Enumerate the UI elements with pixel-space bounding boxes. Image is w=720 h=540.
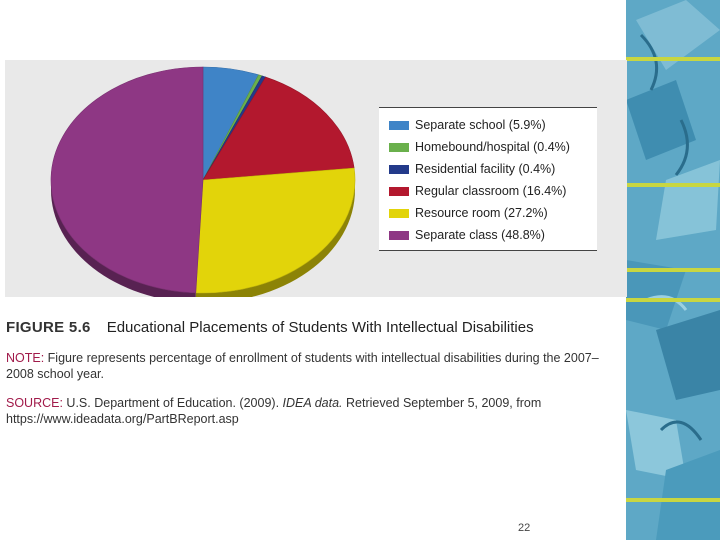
legend-swatch [389, 164, 409, 174]
pie-chart [50, 66, 356, 297]
legend-swatch [389, 142, 409, 152]
source-text-continued: Retrieved September 5, 2009, from https:… [6, 396, 542, 426]
legend-item: Resource room (27.2%) [389, 204, 548, 222]
legend-item: Residential facility (0.4%) [389, 160, 555, 178]
legend-label: Regular classroom (16.4%) [415, 184, 567, 198]
pie-slice [195, 167, 356, 294]
legend-item: Regular classroom (16.4%) [389, 182, 566, 200]
pie-slice [50, 66, 204, 294]
legend-label: Resource room (27.2%) [415, 206, 548, 220]
legend-item: Separate class (48.8%) [389, 226, 545, 244]
source-text: U.S. Department of Education. (2009). [62, 396, 283, 410]
legend-label: Residential facility (0.4%) [415, 162, 556, 176]
figure-caption-title: FIGURE 5.6 Educational Placements of Stud… [6, 319, 618, 336]
note-label: NOTE: [6, 351, 45, 365]
legend-label: Separate school (5.9%) [415, 118, 546, 132]
decorative-side-strip [626, 0, 720, 540]
legend-swatch [389, 230, 409, 240]
legend-swatch [389, 208, 409, 218]
figure-panel: Separate school (5.9%) Homebound/hospita… [5, 60, 627, 297]
figure-number: FIGURE 5.6 [6, 319, 91, 336]
figure-source: SOURCE: U.S. Department of Education. (2… [6, 395, 618, 427]
legend-swatch [389, 186, 409, 196]
note-text: Figure represents percentage of enrollme… [6, 351, 599, 381]
source-italic-title: IDEA data. [282, 396, 343, 410]
pie-slice [202, 76, 355, 181]
figure-title: Educational Placements of Students With … [106, 319, 534, 336]
figure-note: NOTE: Figure represents percentage of en… [6, 350, 618, 382]
legend-label: Separate class (48.8%) [415, 228, 545, 242]
legend-swatch [389, 120, 409, 130]
source-label: SOURCE: [6, 396, 63, 410]
chart-legend: Separate school (5.9%) Homebound/hospita… [379, 107, 597, 251]
page-number: 22 [518, 522, 531, 534]
legend-label: Homebound/hospital (0.4%) [415, 140, 570, 154]
legend-item: Homebound/hospital (0.4%) [389, 138, 570, 156]
legend-item: Separate school (5.9%) [389, 116, 546, 134]
